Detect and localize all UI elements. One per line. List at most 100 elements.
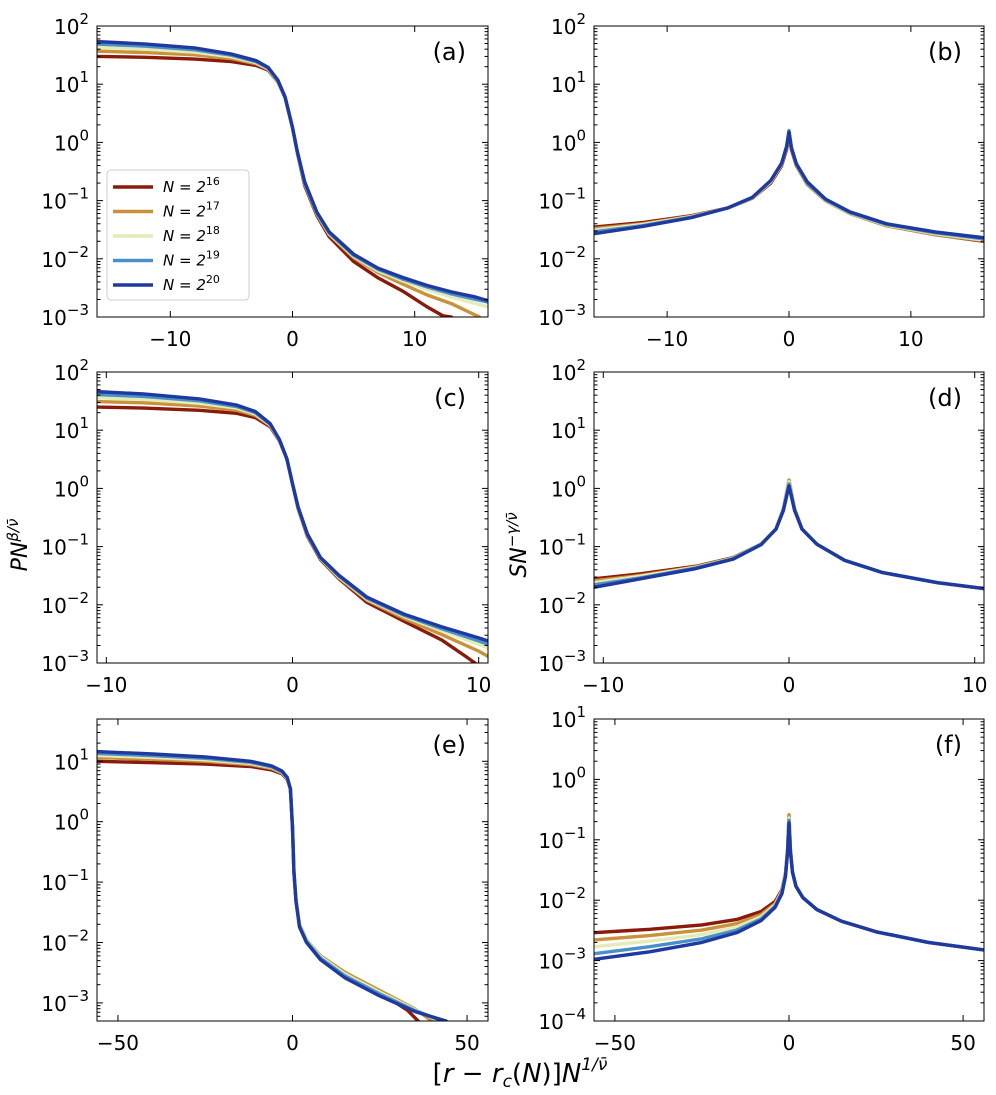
plot-frame: [593, 718, 985, 1022]
panel-label-c: (c): [434, 384, 466, 412]
y-tick-mantissa: 10: [551, 419, 576, 443]
y-tick-label: 10−3: [41, 987, 89, 1016]
y-tick-label: 10−1: [538, 185, 586, 214]
y-tick-mantissa: 10: [54, 750, 79, 774]
y-tick-exponent: 1: [576, 68, 586, 86]
y-tick-exponent: −1: [564, 824, 586, 842]
y-tick-exponent: −3: [564, 647, 586, 665]
legend-frame: [106, 169, 250, 301]
xlabel-rc: r: [492, 1059, 505, 1089]
y-tick-mantissa: 10: [41, 594, 66, 618]
y-tick-label: 102: [551, 356, 586, 385]
series-group: [97, 389, 488, 663]
y-tick-label: 100: [54, 472, 89, 501]
y-tick-exponent: −3: [67, 647, 89, 665]
x-tick-label: −10: [646, 327, 688, 351]
ylabel-left-sup: β/ν̄: [4, 519, 22, 543]
y-tick-label: 102: [54, 356, 89, 385]
y-tick-mantissa: 10: [538, 248, 563, 272]
y-tick-mantissa: 10: [551, 477, 576, 501]
y-tick-exponent: −3: [67, 301, 89, 319]
legend-entry: N = 218: [113, 224, 220, 245]
y-tick-exponent: 0: [79, 806, 89, 824]
y-tick-exponent: −1: [67, 531, 89, 549]
ylabel-left: PNβ/ν̄: [4, 519, 33, 572]
y-tick-mantissa: 10: [551, 768, 576, 792]
y-tick-label: 100: [54, 126, 89, 155]
y-tick-mantissa: 10: [551, 15, 576, 39]
xlabel-paren-open: (: [512, 1059, 522, 1089]
y-tick-label: 100: [54, 806, 89, 835]
series-line-b-20: [594, 130, 984, 240]
y-tick-exponent: −2: [564, 884, 586, 902]
x-tick-label: −10: [85, 673, 127, 697]
y-tick-mantissa: 10: [538, 306, 563, 330]
series-line-e-18: [97, 753, 441, 1021]
x-tick-label: 50: [950, 1031, 975, 1055]
series-line-e-20: [97, 749, 448, 1021]
x-tick-label: −10: [149, 327, 191, 351]
y-tick-mantissa: 10: [551, 361, 576, 385]
x-tick-label: 10: [898, 327, 923, 351]
y-tick-label: 10−3: [538, 945, 586, 974]
y-tick-mantissa: 10: [41, 248, 66, 272]
y-tick-exponent: 2: [576, 10, 586, 28]
plot-frame: [593, 371, 985, 664]
y-tick-exponent: −2: [67, 926, 89, 944]
series-line-a-20: [97, 39, 488, 303]
y-tick-mantissa: 10: [538, 950, 563, 974]
y-tick-label: 10−2: [41, 243, 89, 272]
y-tick-exponent: 0: [79, 472, 89, 490]
x-tick-label: 10: [466, 673, 491, 697]
y-tick-label: 10−2: [538, 589, 586, 618]
legend-entry: N = 216: [113, 175, 220, 196]
y-tick-mantissa: 10: [41, 652, 66, 676]
x-tick-label: 0: [783, 327, 796, 351]
y-tick-mantissa: 10: [538, 536, 563, 560]
series-group: [97, 39, 488, 317]
series-line-e-16: [97, 759, 420, 1021]
legend-label: N = 220: [163, 273, 220, 294]
y-tick-mantissa: 10: [538, 190, 563, 214]
series-line-c-19: [97, 392, 488, 646]
y-tick-exponent: 1: [576, 703, 586, 721]
xlabel-r: r: [443, 1059, 456, 1089]
y-tick-label: 102: [54, 10, 89, 39]
x-tick-label: 0: [286, 673, 299, 697]
y-tick-label: 10−3: [41, 647, 89, 676]
x-tick-label: −50: [97, 1031, 139, 1055]
y-tick-exponent: −3: [564, 945, 586, 963]
y-tick-mantissa: 10: [538, 1010, 563, 1034]
series-line-e-19: [97, 751, 445, 1021]
y-tick-label: 10−3: [538, 301, 586, 330]
y-tick-mantissa: 10: [54, 477, 79, 501]
y-tick-label: 101: [551, 414, 586, 443]
xlabel: [r − rc(N)]N1/ν̄: [433, 1055, 608, 1092]
y-tick-exponent: −4: [564, 1005, 586, 1023]
y-tick-mantissa: 10: [54, 419, 79, 443]
y-tick-label: 101: [54, 414, 89, 443]
xlabel-rc-sub: c: [503, 1072, 513, 1092]
y-tick-mantissa: 10: [41, 931, 66, 955]
series-line-c-18: [97, 396, 488, 650]
xlabel-N: N: [522, 1059, 541, 1089]
y-tick-mantissa: 10: [54, 15, 79, 39]
legend-label-base: N = 2: [163, 276, 206, 294]
y-tick-mantissa: 10: [538, 652, 563, 676]
ylabel-right: SN−γ/ν̄: [503, 512, 532, 577]
y-tick-exponent: 2: [79, 356, 89, 374]
y-tick-mantissa: 10: [41, 871, 66, 895]
panel-label-d: (d): [928, 384, 962, 412]
ylabel-right-base: SN: [507, 547, 532, 577]
y-tick-mantissa: 10: [538, 594, 563, 618]
y-tick-label: 10−3: [41, 301, 89, 330]
legend-label-exp: 20: [206, 273, 220, 286]
plot-frame: [593, 25, 985, 318]
plot-frame: [96, 371, 489, 664]
x-tick-label: 10: [402, 327, 427, 351]
y-tick-label: 100: [551, 472, 586, 501]
y-tick-label: 10−1: [538, 824, 586, 853]
legend-entry: N = 219: [113, 249, 220, 270]
y-tick-exponent: 0: [79, 126, 89, 144]
